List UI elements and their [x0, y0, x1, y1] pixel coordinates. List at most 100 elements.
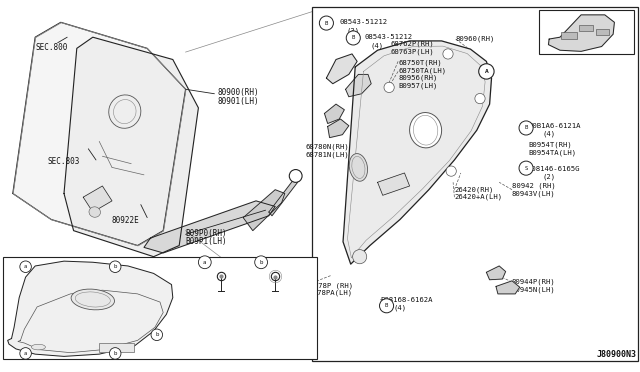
Circle shape: [319, 16, 333, 30]
Text: 80901(LH): 80901(LH): [218, 97, 259, 106]
Polygon shape: [64, 37, 198, 257]
Polygon shape: [346, 74, 371, 97]
Text: 26420(RH): 26420(RH): [454, 186, 494, 193]
Polygon shape: [548, 15, 614, 51]
Text: 80956(RH): 80956(RH): [398, 75, 438, 81]
Polygon shape: [378, 173, 410, 195]
Circle shape: [475, 93, 485, 104]
Text: SEC.800: SEC.800: [35, 43, 68, 52]
Text: FRONT: FRONT: [8, 274, 29, 280]
Text: 26420+A(LH): 26420+A(LH): [454, 194, 502, 201]
Text: 68750TA(LH): 68750TA(LH): [398, 67, 446, 74]
Text: (4): (4): [543, 131, 556, 137]
Text: B: B: [324, 20, 328, 26]
Text: a: a: [24, 264, 28, 269]
Text: 68780N(RH): 68780N(RH): [306, 144, 349, 150]
Ellipse shape: [353, 250, 367, 264]
Bar: [3, 257, 317, 359]
Polygon shape: [326, 54, 357, 84]
Ellipse shape: [71, 289, 115, 310]
Text: 68750T(RH): 68750T(RH): [398, 60, 442, 67]
Text: b: b: [259, 260, 263, 265]
Text: (4): (4): [394, 304, 407, 311]
Circle shape: [519, 161, 533, 175]
Bar: [561, 32, 577, 39]
Text: 68762P(RH): 68762P(RH): [390, 41, 434, 47]
Text: 80900(RH): 80900(RH): [218, 88, 259, 97]
Circle shape: [109, 348, 121, 359]
Text: a: a: [24, 351, 28, 356]
Text: IN THE PART CODE  80900(RH): IN THE PART CODE 80900(RH): [189, 317, 307, 324]
Circle shape: [151, 329, 163, 340]
Polygon shape: [328, 119, 349, 138]
Circle shape: [479, 64, 494, 79]
Text: (2): (2): [543, 173, 556, 180]
Text: (3): (3): [346, 27, 360, 34]
Polygon shape: [269, 179, 298, 216]
Circle shape: [519, 121, 533, 135]
Circle shape: [380, 299, 394, 313]
Text: SEC.803: SEC.803: [48, 157, 81, 166]
Text: B: B: [524, 125, 528, 131]
Bar: [596, 29, 609, 35]
Text: B: B: [351, 35, 355, 41]
Text: 80922E: 80922E: [112, 216, 140, 225]
Text: 08543-51212: 08543-51212: [365, 34, 413, 40]
Text: ★80999: ★80999: [207, 295, 235, 304]
Text: B0957(LH): B0957(LH): [398, 82, 438, 89]
Polygon shape: [243, 190, 285, 231]
Circle shape: [443, 49, 453, 59]
Bar: [312, 7, 638, 361]
Text: 2B178PA(LH): 2B178PA(LH): [305, 290, 353, 296]
Text: 80960(RH): 80960(RH): [456, 36, 495, 42]
Text: 80942 (RH): 80942 (RH): [512, 183, 556, 189]
Text: 80943V(LH): 80943V(LH): [512, 190, 556, 197]
Circle shape: [20, 348, 31, 359]
Text: A: A: [484, 69, 488, 74]
Text: B0954TA(LH): B0954TA(LH): [528, 149, 576, 156]
Text: J80900N3: J80900N3: [596, 350, 637, 359]
Circle shape: [198, 256, 211, 269]
Circle shape: [384, 82, 394, 93]
Text: 80944P(RH): 80944P(RH): [512, 279, 556, 285]
Text: a: a: [203, 260, 207, 265]
Text: 80961(LH): 80961(LH): [543, 17, 582, 24]
Polygon shape: [144, 201, 275, 253]
Text: S: S: [524, 166, 528, 171]
Text: (4): (4): [371, 42, 384, 49]
Circle shape: [446, 166, 456, 176]
Text: 80901(LH): 80901(LH): [189, 326, 303, 333]
Text: b: b: [155, 332, 159, 337]
Circle shape: [255, 256, 268, 269]
Text: 68781N(LH): 68781N(LH): [306, 151, 349, 158]
Text: B0B1A6-6121A: B0B1A6-6121A: [528, 124, 580, 129]
Polygon shape: [496, 281, 520, 294]
Text: 68763P(LH): 68763P(LH): [390, 48, 434, 55]
Text: 28178P (RH): 28178P (RH): [305, 282, 353, 289]
Text: b: b: [113, 351, 117, 356]
Text: 80961(LH): 80961(LH): [543, 15, 582, 21]
Text: B09P1(LH): B09P1(LH): [186, 237, 227, 246]
Polygon shape: [8, 261, 173, 356]
Text: B0954T(RH): B0954T(RH): [528, 142, 572, 148]
Ellipse shape: [89, 207, 100, 217]
Text: A: A: [294, 173, 298, 179]
Polygon shape: [343, 41, 492, 264]
Text: 08543-51212: 08543-51212: [339, 19, 387, 25]
Bar: [579, 25, 593, 31]
Text: B09P0(RH): B09P0(RH): [186, 229, 227, 238]
Polygon shape: [13, 22, 186, 246]
Text: B: B: [385, 303, 388, 308]
Polygon shape: [324, 104, 344, 124]
Text: B08168-6162A: B08168-6162A: [380, 297, 433, 303]
Text: PARTS MARKED ★ARE INCLUDED: PARTS MARKED ★ARE INCLUDED: [189, 309, 303, 315]
Text: ★80999+A: ★80999+A: [257, 295, 294, 304]
Polygon shape: [486, 266, 506, 280]
Text: 80945N(LH): 80945N(LH): [512, 286, 556, 293]
Text: S08146-6165G: S08146-6165G: [528, 166, 580, 172]
Polygon shape: [83, 186, 112, 212]
Circle shape: [289, 170, 302, 182]
Ellipse shape: [349, 154, 367, 181]
Circle shape: [346, 31, 360, 45]
Bar: [99, 343, 134, 352]
